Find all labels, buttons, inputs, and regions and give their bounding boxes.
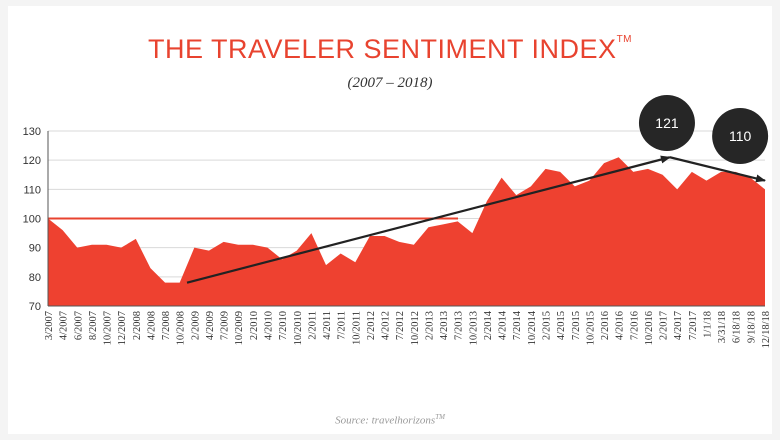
- x-tick-label: 2/2017: [659, 311, 670, 340]
- annotation-label-121: 121: [655, 115, 679, 131]
- x-tick-label: 3/31/18: [717, 311, 728, 343]
- x-tick-label: 4/2011: [322, 311, 333, 340]
- x-tick-label: 2/2008: [132, 311, 143, 340]
- x-tick-label: 12/2007: [117, 311, 128, 345]
- y-tick-label-120: 120: [23, 155, 41, 167]
- x-tick-label: 2/2012: [366, 311, 377, 340]
- x-tick-label: 4/2007: [59, 311, 70, 340]
- axes: [47, 131, 765, 307]
- x-tick-label: 8/2007: [88, 311, 99, 340]
- annotation-bubbles: 121 110: [638, 95, 769, 164]
- x-tick-label: 4/2017: [673, 311, 684, 340]
- y-tick-label-110: 110: [23, 184, 41, 196]
- title-trademark: TM: [616, 34, 633, 45]
- x-tick-label: 4/2008: [146, 311, 157, 340]
- x-tick-label: 7/2017: [688, 311, 699, 340]
- chart-title-text: THE TRAVELER SENTIMENT INDEX: [147, 34, 617, 64]
- x-tick-label: 7/2015: [571, 311, 582, 340]
- x-tick-label: 7/2009: [220, 311, 231, 340]
- x-tick-label: 7/2012: [395, 311, 406, 340]
- x-tick-label: 10/2016: [644, 311, 655, 345]
- x-tick-label: 7/2013: [454, 311, 465, 340]
- y-tick-label-70: 70: [29, 301, 41, 313]
- x-tick-label: 2/2014: [483, 310, 494, 340]
- y-tick-labels: 70 80 90 100 110 120 130: [23, 126, 41, 313]
- chart-title: THE TRAVELER SENTIMENT INDEXTM: [0, 34, 780, 65]
- chart-subtitle: (2007 – 2018): [347, 75, 433, 91]
- trend-line-decline: [669, 156, 766, 183]
- x-tick-label: 2/2015: [542, 311, 553, 340]
- x-tick-label: 7/2010: [278, 311, 289, 340]
- x-tick-label: 2/2013: [424, 311, 435, 340]
- x-tick-label: 2/2009: [190, 311, 201, 340]
- x-tick-label: 10/2014: [527, 310, 538, 345]
- area-series: [48, 157, 765, 306]
- x-tick-label: 10/2012: [410, 311, 421, 345]
- x-tick-label: 7/2011: [337, 311, 348, 340]
- trend-line-group: [186, 155, 766, 284]
- x-tick-label: 10/2009: [234, 311, 245, 345]
- x-tick-label: 4/2016: [615, 311, 626, 340]
- x-tick-label: 6/18/18: [732, 311, 743, 343]
- x-tick-label: 4/2015: [556, 311, 567, 340]
- y-tick-label-80: 80: [29, 272, 41, 284]
- x-tick-label: 6/2007: [73, 311, 84, 340]
- x-tick-label: 10/2008: [176, 311, 187, 345]
- area-fill: [48, 157, 765, 306]
- x-tick-label: 3/2007: [44, 311, 55, 340]
- x-tick-label: 4/2012: [381, 311, 392, 340]
- y-tick-label-90: 90: [29, 243, 41, 255]
- source-text: Source: travelhorizons: [335, 414, 436, 427]
- x-tick-label: 2/2010: [249, 311, 260, 340]
- x-tick-label: 7/2016: [629, 311, 640, 340]
- x-tick-labels: 3/2007 4/2007 6/2007 8/2007 10/2007 12/2007 2/…: [44, 310, 772, 348]
- x-tick-label: 4/2014: [498, 310, 509, 340]
- source-trademark: TM: [435, 413, 445, 421]
- x-tick-label: 7/2014: [512, 310, 523, 340]
- x-tick-label: 4/2009: [205, 311, 216, 340]
- x-tick-label: 2/2011: [307, 311, 318, 340]
- annotation-bubble-110: [712, 108, 769, 164]
- x-tick-label: 10/2011: [351, 311, 362, 345]
- annotation-label-110: 110: [729, 128, 752, 144]
- x-tick-label: 7/2008: [161, 311, 172, 340]
- x-tick-label: 4/2013: [439, 311, 450, 340]
- trend-line-rise: [186, 155, 671, 284]
- x-tick-label: 9/18/18: [746, 311, 757, 343]
- x-tick-label: 12/18/18: [761, 311, 772, 348]
- x-tick-label: 10/2007: [103, 311, 114, 345]
- y-tick-label-130: 130: [23, 126, 41, 138]
- source-note: Source: travelhorizonsTM: [0, 413, 780, 427]
- x-tick-label: 4/2010: [263, 311, 274, 340]
- x-tick-label: 10/2010: [293, 311, 304, 345]
- y-tick-label-100: 100: [23, 214, 41, 226]
- x-tick-label: 10/2015: [585, 311, 596, 345]
- annotation-bubble-121: [638, 95, 695, 151]
- x-tick-label: 1/1/18: [702, 311, 713, 338]
- x-tick-label: 2/2016: [600, 311, 611, 340]
- x-tick-label: 10/2013: [468, 311, 479, 345]
